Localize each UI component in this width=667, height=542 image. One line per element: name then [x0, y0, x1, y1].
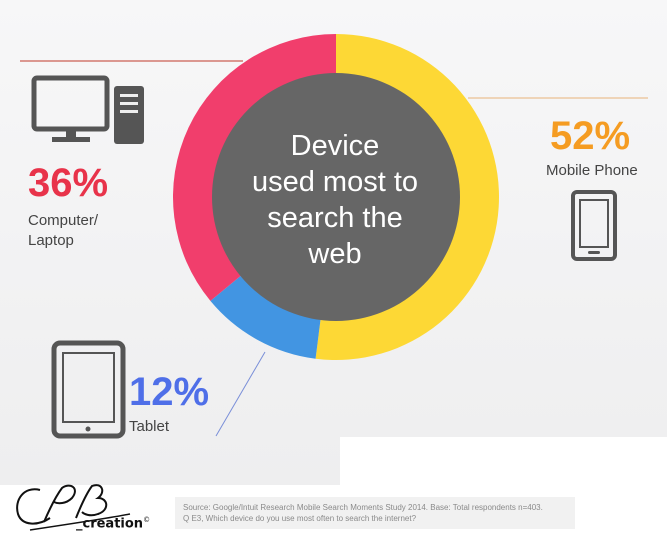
tablet-icon — [51, 340, 126, 439]
computer-label-line: Computer/ — [28, 212, 99, 229]
cpb-logo — [16, 484, 131, 531]
copyright-mark: © — [143, 516, 151, 524]
mobile-label: Mobile Phone — [546, 162, 638, 179]
donut-chart — [20, 34, 648, 439]
chart-title: Device used most to search the web — [212, 128, 458, 272]
tablet-percent: 12% — [129, 370, 210, 414]
donut-center — [212, 73, 460, 321]
tablet-label: Tablet — [129, 418, 170, 435]
computer-label: Computer/ Laptop — [28, 211, 98, 251]
desktop-computer-icon — [31, 75, 144, 144]
mobile-percent: 52% — [550, 114, 631, 158]
smartphone-icon — [571, 190, 617, 261]
source-note: Source: Google/Intuit Research Mobile Se… — [175, 497, 575, 529]
computer-percent: 36% — [28, 161, 109, 205]
source-line: Q E3, Which device do you use most often… — [183, 514, 417, 523]
title-line: search the — [267, 202, 403, 234]
source-line: Source: Google/Intuit Research Mobile Se… — [183, 503, 543, 512]
logo-wordmark: _creation — [76, 516, 144, 532]
logo-text: _creation© — [76, 516, 150, 531]
computer-label-line: Laptop — [28, 232, 74, 249]
white-panel — [340, 437, 667, 485]
title-line: Device — [290, 130, 380, 162]
title-line: web — [308, 238, 362, 270]
tablet-leader-line — [215, 351, 266, 437]
title-line: used most to — [251, 166, 419, 198]
